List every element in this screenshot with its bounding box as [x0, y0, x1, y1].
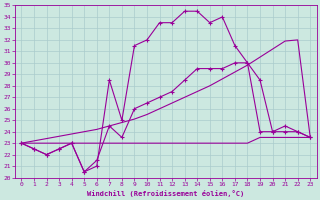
X-axis label: Windchill (Refroidissement éolien,°C): Windchill (Refroidissement éolien,°C)	[87, 190, 244, 197]
